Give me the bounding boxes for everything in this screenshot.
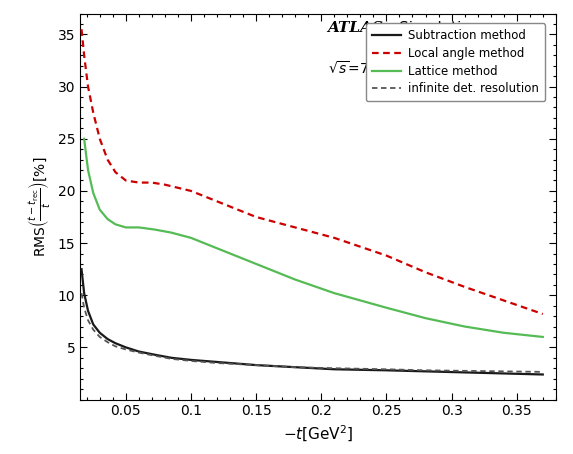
Lattice method [168, 230, 175, 235]
Subtraction method [292, 365, 299, 370]
Lattice method [292, 277, 299, 282]
Local angle method [148, 180, 155, 185]
infinite det. resolution [461, 368, 468, 374]
Subtraction method [461, 370, 468, 375]
Lattice method [151, 227, 158, 232]
Lattice method [422, 316, 429, 321]
X-axis label: $-t$[GeV$^2$]: $-t$[GeV$^2$] [283, 424, 353, 444]
Lattice method [123, 225, 129, 230]
infinite det. resolution [96, 334, 103, 340]
infinite det. resolution [539, 369, 546, 375]
Lattice method [253, 261, 260, 266]
infinite det. resolution [292, 365, 299, 370]
Local angle method [461, 284, 468, 290]
Legend: Subtraction method, Local angle method, Lattice method, infinite det. resolution: Subtraction method, Local angle method, … [366, 24, 545, 101]
Subtraction method [383, 368, 390, 373]
infinite det. resolution [78, 291, 85, 296]
Lattice method [81, 136, 88, 142]
Lattice method [85, 168, 92, 173]
Line: Local angle method: Local angle method [81, 29, 543, 314]
infinite det. resolution [135, 350, 142, 355]
infinite det. resolution [187, 358, 194, 364]
Local angle method [96, 136, 103, 142]
Y-axis label: RMS$\left(\frac{t-t_{\rm rec}}{t}\right)$[%]: RMS$\left(\frac{t-t_{\rm rec}}{t}\right)… [26, 157, 52, 257]
Line: Lattice method: Lattice method [84, 139, 543, 337]
Subtraction method [85, 308, 92, 314]
Subtraction method [78, 266, 85, 272]
Local angle method [500, 298, 507, 303]
Local angle method [123, 178, 129, 183]
Lattice method [112, 222, 119, 227]
infinite det. resolution [383, 366, 390, 372]
Local angle method [104, 157, 111, 163]
Subtraction method [135, 349, 142, 354]
infinite det. resolution [112, 344, 119, 349]
Subtraction method [96, 330, 103, 336]
infinite det. resolution [90, 327, 97, 332]
infinite det. resolution [104, 340, 111, 345]
Lattice method [96, 207, 103, 212]
Lattice method [214, 246, 221, 251]
Local angle method [90, 110, 97, 115]
Subtraction method [104, 336, 111, 342]
Subtraction method [112, 340, 119, 346]
infinite det. resolution [85, 317, 92, 323]
Text: ATLAS: ATLAS [328, 21, 383, 35]
Subtraction method [500, 371, 507, 376]
Local angle method [422, 270, 429, 275]
Subtraction method [187, 357, 194, 363]
infinite det. resolution [81, 305, 88, 311]
Local angle method [112, 169, 119, 175]
Local angle method [135, 180, 142, 185]
Local angle method [539, 311, 546, 317]
Text: Simulation: Simulation [399, 21, 480, 36]
Text: $\sqrt{s}$=7 TeV: $\sqrt{s}$=7 TeV [328, 60, 401, 77]
Subtraction method [422, 369, 429, 374]
infinite det. resolution [123, 347, 129, 352]
Subtraction method [81, 291, 88, 296]
Subtraction method [123, 345, 129, 350]
Lattice method [383, 305, 390, 311]
Local angle method [253, 214, 260, 220]
Local angle method [85, 84, 92, 89]
Subtraction method [539, 372, 546, 377]
Lattice method [104, 217, 111, 222]
Lattice method [187, 235, 194, 241]
Line: infinite det. resolution: infinite det. resolution [81, 293, 543, 372]
Lattice method [331, 291, 337, 296]
Local angle method [78, 26, 85, 32]
Local angle method [187, 188, 194, 194]
Local angle method [292, 225, 299, 230]
infinite det. resolution [214, 360, 221, 366]
Lattice method [135, 225, 142, 230]
Local angle method [214, 199, 221, 204]
Lattice method [461, 324, 468, 329]
infinite det. resolution [331, 365, 337, 371]
Subtraction method [151, 352, 158, 357]
Line: Subtraction method: Subtraction method [81, 269, 543, 375]
Lattice method [90, 190, 97, 196]
Subtraction method [90, 322, 97, 327]
Subtraction method [168, 355, 175, 360]
Local angle method [331, 235, 337, 241]
infinite det. resolution [500, 369, 507, 374]
Subtraction method [253, 362, 260, 368]
infinite det. resolution [151, 353, 158, 359]
Local angle method [81, 53, 88, 58]
infinite det. resolution [253, 362, 260, 368]
Local angle method [383, 253, 390, 258]
Local angle method [162, 182, 168, 188]
infinite det. resolution [422, 368, 429, 373]
Lattice method [539, 334, 546, 340]
Local angle method [175, 185, 182, 191]
Subtraction method [331, 366, 337, 372]
Lattice method [500, 330, 507, 336]
infinite det. resolution [168, 356, 175, 361]
Subtraction method [214, 359, 221, 365]
